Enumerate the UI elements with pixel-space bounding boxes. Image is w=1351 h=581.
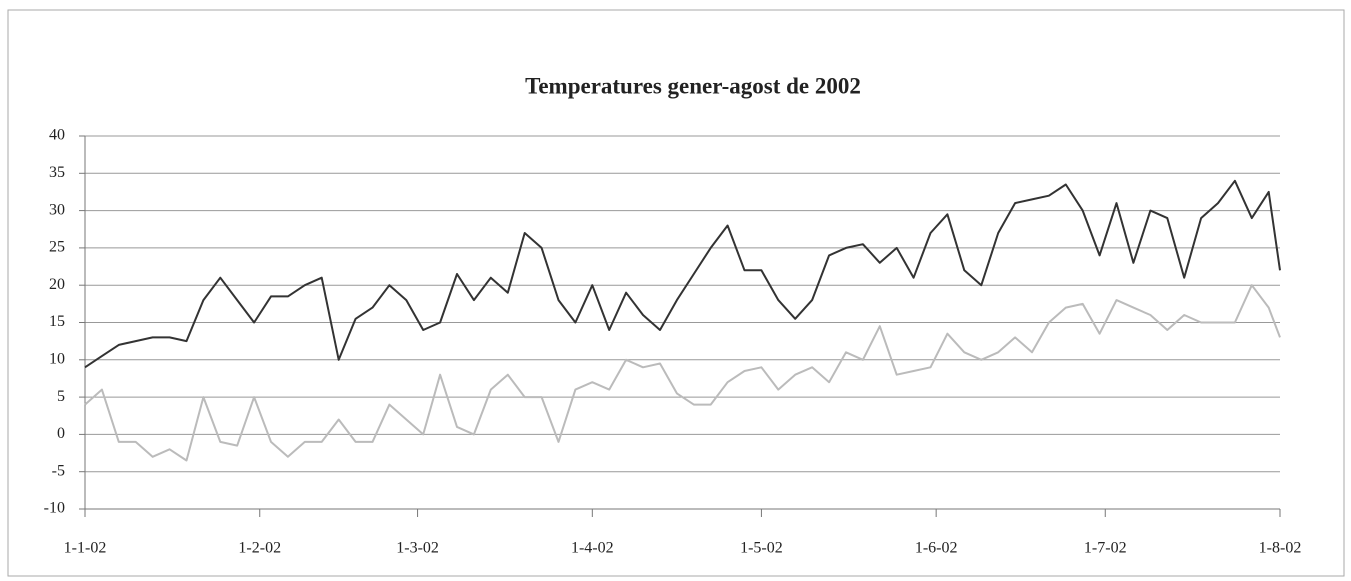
y-tick-label: 15 — [49, 313, 65, 330]
line-series — [84, 179, 1281, 369]
chart-title: Temperatures gener-agost de 2002 — [525, 73, 861, 98]
y-tick-label: 5 — [57, 388, 65, 405]
y-tick-label: -5 — [52, 462, 65, 479]
y-tick-label: 20 — [49, 276, 65, 293]
line-series — [84, 284, 1281, 462]
y-tick-label: -10 — [44, 500, 65, 517]
x-tick-label: 1-3-02 — [396, 540, 439, 557]
x-tick-label: 1-5-02 — [740, 540, 783, 557]
y-tick-label: 25 — [49, 239, 65, 256]
y-tick-label: 30 — [49, 201, 65, 218]
x-tick-label: 1-2-02 — [238, 540, 281, 557]
x-tick-label: 1-7-02 — [1084, 540, 1127, 557]
y-tick-label: 10 — [49, 350, 65, 367]
x-tick-label: 1-4-02 — [571, 540, 614, 557]
y-tick-label: 0 — [57, 425, 65, 442]
x-tick-label: 1-8-02 — [1259, 540, 1302, 557]
x-tick-label: 1-1-02 — [64, 540, 107, 557]
y-tick-label: 40 — [49, 127, 65, 144]
y-tick-label: 35 — [49, 164, 65, 181]
x-tick-label: 1-6-02 — [915, 540, 958, 557]
